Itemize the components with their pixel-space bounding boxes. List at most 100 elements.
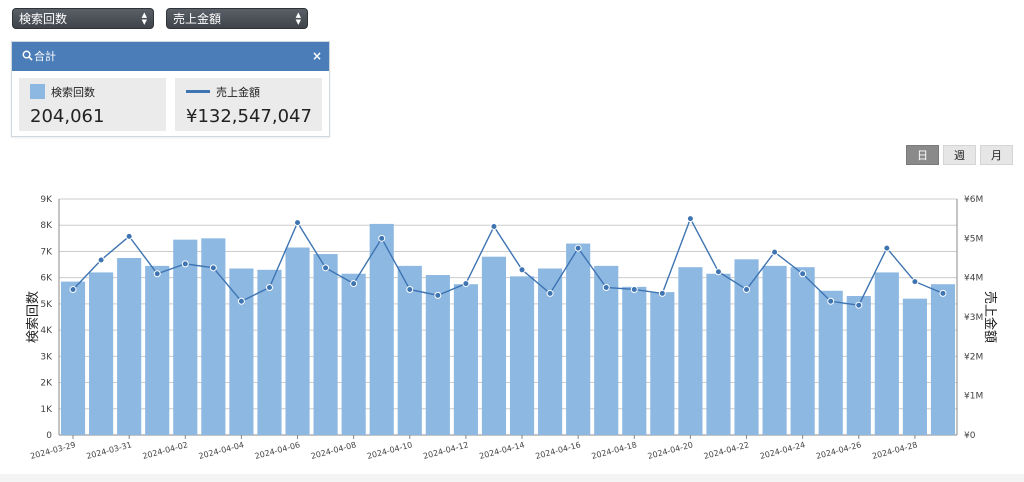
bar	[678, 267, 703, 435]
x-tick-label: 2024-04-16	[534, 440, 581, 461]
bar	[341, 273, 366, 435]
bar	[173, 239, 198, 435]
y-left-tick-label: 3K	[40, 352, 53, 362]
select-arrows-icon: ▲ ▼	[141, 11, 147, 26]
period-day-button[interactable]: 日	[906, 145, 939, 165]
metric-select-2-value: 売上金額	[173, 12, 222, 26]
sales-point	[546, 289, 554, 297]
y-left-tick-label: 5K	[40, 300, 53, 310]
y-right-axis-title: 売上金額	[982, 291, 998, 343]
search-icon	[22, 50, 33, 61]
y-right-tick-label: ¥1M	[964, 392, 983, 402]
sales-line	[72, 216, 944, 306]
bar	[874, 272, 899, 435]
x-tick-label: 2024-04-02	[142, 440, 189, 461]
sales-point	[125, 232, 133, 240]
y-left-tick-label: 2K	[40, 379, 53, 389]
sales-point	[911, 278, 919, 286]
sales-point	[602, 284, 610, 291]
y-left-tick-label: 6K	[40, 274, 53, 284]
sales-point	[855, 301, 863, 309]
bar	[313, 254, 338, 435]
sales-point	[294, 219, 302, 227]
bar	[566, 243, 591, 435]
bar	[145, 265, 170, 435]
bar	[369, 223, 394, 435]
period-week-button[interactable]: 週	[943, 145, 976, 165]
x-tick-label: 2024-04-24	[759, 440, 806, 461]
bar	[229, 268, 254, 435]
bar	[425, 275, 450, 435]
stat-sales-label: 売上金額	[216, 86, 260, 99]
bar	[285, 247, 310, 435]
sales-point	[462, 280, 470, 288]
line-legend-swatch	[186, 90, 210, 93]
combo-chart: 0 1K 2K 3K 4K 5K 6K 7K 8K 9K ¥0 ¥1M ¥2M ¥3M ¥4M ¥5M ¥6M 検…	[26, 195, 998, 461]
bar	[257, 269, 282, 435]
bar	[930, 284, 956, 435]
x-tick-label: 2024-03-31	[85, 440, 132, 461]
bar	[60, 281, 86, 435]
y-right-tick-label: ¥5M	[964, 234, 983, 244]
sales-point	[883, 244, 891, 252]
summary-panel-title: 合計	[34, 50, 56, 63]
x-tick-label: 2024-04-06	[254, 440, 301, 461]
x-tick-label: 2024-04-22	[703, 440, 750, 461]
bar	[509, 276, 535, 435]
x-tick-label: 2024-04-12	[422, 440, 469, 461]
bar	[453, 284, 478, 435]
sales-point	[265, 284, 273, 291]
summary-panel: 合計 × 検索回数 204,061 売上金額 ¥132,547,047	[11, 41, 330, 137]
bar	[706, 273, 731, 435]
bar	[650, 292, 675, 435]
bar	[89, 272, 114, 435]
x-tick-label: 2024-04-10	[366, 440, 413, 461]
sales-point	[434, 291, 442, 299]
sales-point	[209, 264, 217, 272]
y-left-tick-label: 8K	[40, 221, 53, 231]
select-arrows-icon: ▲ ▼	[295, 11, 301, 26]
x-tick-label: 2024-04-28	[871, 440, 918, 461]
bar	[117, 258, 142, 435]
bar	[481, 256, 507, 435]
x-tick-label: 2024-04-20	[647, 440, 694, 461]
stat-searches-value: 204,061	[30, 106, 105, 127]
y-right-tick-label: ¥4M	[964, 274, 983, 284]
sales-point	[322, 264, 330, 272]
y-right-tick-label: ¥3M	[964, 313, 983, 323]
sales-point	[686, 215, 694, 223]
sales-point	[939, 289, 947, 297]
metric-select-1[interactable]: 検索回数 ▲ ▼	[12, 8, 154, 29]
y-left-tick-label: 4K	[40, 326, 53, 336]
metric-select-2[interactable]: 売上金額 ▲ ▼	[166, 8, 308, 29]
sales-point	[827, 297, 835, 305]
sales-point	[771, 248, 779, 256]
sales-point	[518, 266, 526, 274]
x-tick-label: 2024-04-04	[198, 440, 245, 461]
bar	[762, 265, 787, 435]
summary-panel-header: 合計 ×	[12, 42, 329, 71]
y-left-tick-label: 1K	[40, 405, 53, 415]
bar	[622, 286, 647, 435]
close-icon[interactable]: ×	[311, 49, 322, 63]
bottom-scroll-area	[0, 474, 1024, 482]
sales-point	[69, 285, 77, 293]
x-tick-label: 2024-04-08	[310, 440, 357, 461]
stat-searches: 検索回数 204,061	[19, 78, 166, 131]
sales-point	[378, 234, 386, 242]
bar	[818, 290, 843, 435]
bar	[594, 265, 619, 435]
sales-point	[406, 285, 414, 293]
x-tick-label: 2024-03-29	[29, 440, 76, 461]
sales-point	[237, 297, 245, 305]
y-right-tick-label: ¥2M	[964, 352, 983, 362]
sales-point	[658, 289, 666, 297]
bar-legend-swatch	[30, 84, 45, 99]
sales-point	[153, 270, 161, 278]
y-right-tick-label: ¥0	[964, 431, 976, 441]
bar	[846, 296, 871, 435]
sales-point	[743, 285, 751, 293]
period-month-button[interactable]: 月	[980, 145, 1013, 165]
y-left-tick-label: 0	[46, 431, 52, 441]
x-tick-label: 2024-04-18	[591, 440, 638, 461]
